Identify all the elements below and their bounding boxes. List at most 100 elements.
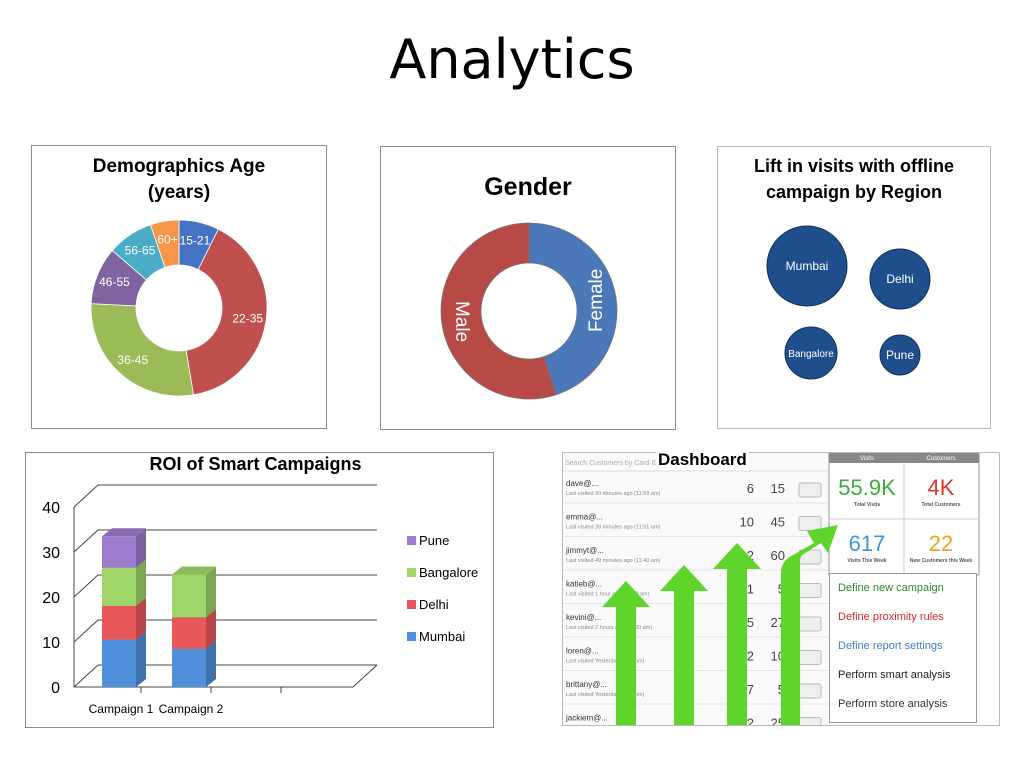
bar-side-campaign-1-delhi <box>136 598 146 640</box>
age-slice-label-46-55: 46-55 <box>99 275 130 289</box>
dash-row-b-0: 15 <box>771 481 785 496</box>
dash-row-sub-1: Last visited 38 minutes ago (11:51 am) <box>566 525 661 531</box>
dash-row-name-6: brittany@... <box>566 680 607 689</box>
dash-row-sub-6: Last visited Yesterday (6:02 pm) <box>566 692 644 698</box>
dash-stat-value-0: 55.9K <box>838 475 896 500</box>
dash-search-input: Search Customers by Card ID <box>565 460 658 467</box>
age-chart-title: Demographics Age (years) <box>32 154 326 206</box>
bubble-label-delhi: Delhi <box>886 272 913 286</box>
legend-label-pune: Pune <box>419 533 449 548</box>
legend-swatch-bangalore <box>407 568 416 577</box>
bar-side-campaign-2-bangalore <box>206 566 216 618</box>
bar-side-campaign-2-mumbai <box>206 640 216 687</box>
bubble-mumbai <box>766 225 848 307</box>
roi-chart-panel: ROI of Smart Campaigns 0 10 20 30 40 Campaign… <box>25 452 494 728</box>
bar-campaign-1-mumbai <box>102 639 136 687</box>
bar-campaign-1-delhi <box>102 606 136 640</box>
dash-row-card-icon-5 <box>798 650 822 665</box>
y-tick-40: 40 <box>42 500 60 517</box>
growth-arrow-1 <box>602 581 650 725</box>
bubble-bangalore <box>784 326 838 380</box>
dash-row-a-0: 6 <box>747 481 754 496</box>
lift-chart-panel: Lift in visits with offline campaign by … <box>717 146 991 429</box>
page-title: Analytics <box>389 28 635 91</box>
grid-diag-30 <box>73 529 99 553</box>
dash-row-sub-3: Last visited 1 hour ago (10:20 am) <box>566 592 650 598</box>
dash-stat-value-1: 4K <box>928 475 955 500</box>
legend-swatch-pune <box>407 536 416 545</box>
dash-row-card-icon-0 <box>798 482 822 498</box>
legend-label-mumbai: Mumbai <box>419 629 465 644</box>
dash-row-a-5: 2 <box>747 649 754 664</box>
legend-label-delhi: Delhi <box>419 597 449 612</box>
menu-perform-smart-analysis[interactable]: Perform smart analysis <box>838 669 951 681</box>
dash-stat-label-3: New Customers this Week <box>910 558 973 564</box>
growth-arrow-2 <box>660 565 708 725</box>
age-slice-label-36-45: 36-45 <box>117 353 148 367</box>
y-tick-30: 30 <box>42 545 60 562</box>
dash-row-sub-0: Last visited 30 minutes ago (11:59 am) <box>566 491 661 497</box>
age-slice-label-60: 60+ <box>157 232 177 246</box>
dash-row-sub-4: Last visited 2 hours ago (10:30 am) <box>566 625 652 631</box>
bubble-label-pune: Pune <box>886 348 914 362</box>
dash-row-card-icon-4 <box>798 616 822 632</box>
grid-diag-10 <box>73 619 99 643</box>
dash-row-a-3: 1 <box>747 582 754 597</box>
lift-bubble-chart: Mumbai Delhi Bangalore Pune <box>766 225 931 380</box>
bar-campaign-1-pune <box>102 536 136 568</box>
gender-slice-male <box>440 222 557 400</box>
gender-slice-label-female: Female <box>586 269 607 332</box>
bubble-label-bangalore: Bangalore <box>788 349 834 360</box>
dash-row-sub-2: Last visited 49 minutes ago (11:40 am) <box>566 558 661 564</box>
gender-chart-panel: Gender Female Male <box>380 146 676 430</box>
bar-side-campaign-1-mumbai <box>136 631 146 687</box>
legend-swatch-mumbai <box>407 632 416 641</box>
menu-define-report-settings[interactable]: Define report settings <box>838 640 943 652</box>
bar-side-campaign-1-pune <box>136 528 146 568</box>
dash-stat-label-0: Total Visits <box>854 502 880 508</box>
dash-row-a-1: 10 <box>740 515 754 530</box>
menu-define-new-campaign[interactable]: Define new campaign <box>838 582 944 594</box>
menu-define-proximity-rules[interactable]: Define proximity rules <box>838 611 944 623</box>
menu-perform-store-analysis[interactable]: Perform store analysis <box>838 698 948 710</box>
age-chart-title-line1: Demographics Age <box>92 156 266 177</box>
dash-row-b-1: 45 <box>771 515 785 530</box>
dash-row-sub-5: Last visited Yesterday (6:12 pm) <box>566 659 644 665</box>
dashboard-panel: Search Customers by Card ID dave@... Last … <box>562 452 1000 726</box>
bar-top-campaign-2-bangalore <box>172 566 216 575</box>
legend-swatch-delhi <box>407 600 416 609</box>
gender-slice-female <box>528 222 618 396</box>
dash-row-name-4: kevini@... <box>566 613 601 622</box>
roi-chart-title: ROI of Smart Campaigns <box>149 454 362 474</box>
bubble-delhi <box>869 248 931 310</box>
age-slice-label-56-65: 56-65 <box>125 243 156 257</box>
dash-stat-label-2: Visits This Week <box>847 558 886 564</box>
dash-row-name-1: emma@... <box>566 513 603 522</box>
dash-stats-header <box>829 453 979 463</box>
age-slice-60 <box>149 219 180 268</box>
y-tick-20: 20 <box>42 590 60 607</box>
dash-row-b-2: 60 <box>771 548 785 563</box>
lift-chart-title: Lift in visits with offline campaign by … <box>718 153 990 205</box>
dash-row-name-7: jackiem@... <box>565 714 608 723</box>
dash-stat-value-2: 617 <box>849 531 886 556</box>
dash-row-card-icon-7 <box>798 717 822 725</box>
gender-donut-chart: Female Male <box>440 222 618 400</box>
age-slice-36-45 <box>90 303 194 397</box>
y-tick-0: 0 <box>51 680 60 697</box>
bubble-label-mumbai: Mumbai <box>786 259 829 273</box>
dash-stats-header-visits: Visits <box>860 456 874 462</box>
lift-chart-title-line2: campaign by Region <box>765 182 943 202</box>
bar-campaign-2-delhi <box>172 617 206 649</box>
growth-arrow-4 <box>781 525 838 725</box>
bar-campaign-2-mumbai <box>172 648 206 687</box>
roi-stacked-bar-chart: 0 10 20 30 40 Campaign 1 Campaign 2 Pune Bangalo… <box>42 484 478 716</box>
dash-row-b-7: 25 <box>771 716 785 726</box>
age-chart-title-line2: (years) <box>147 182 211 203</box>
gender-slice-label-male: Male <box>451 301 472 342</box>
legend-label-bangalore: Bangalore <box>419 565 478 580</box>
x-label-campaign-2: Campaign 2 <box>159 702 224 716</box>
bar-top-campaign-1-pune <box>102 528 146 537</box>
grid-diag-0 <box>73 664 99 688</box>
